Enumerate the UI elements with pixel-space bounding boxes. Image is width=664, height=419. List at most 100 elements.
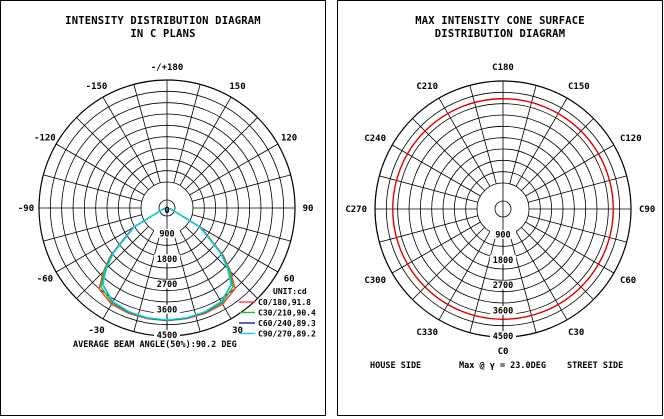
grid-spoke (133, 84, 161, 183)
legend-entry: C60/240,89.3 (258, 319, 316, 328)
grid-spoke (391, 221, 481, 274)
radial-tick-label: 4500 (493, 332, 513, 342)
grid-spoke (509, 234, 537, 333)
grid-spoke (412, 227, 485, 300)
radial-label-bg (490, 280, 516, 290)
radial-tick-label: 900 (159, 230, 174, 240)
grid-spoke (525, 144, 615, 197)
grid-spoke (528, 215, 627, 243)
grid-spoke (515, 231, 568, 321)
radial-label-bg (154, 254, 180, 264)
beam-angle-note: AVERAGE BEAM ANGLE(50%):90.2 DEG (73, 340, 237, 350)
c-plane-label: C150 (568, 82, 590, 92)
grid-spoke (102, 230, 155, 320)
center-marker (494, 200, 512, 218)
radial-tick-label: 3600 (157, 306, 177, 316)
grid-spoke (179, 96, 232, 186)
cone-surface-panel: MAX INTENSITY CONE SURFACE DISTRIBUTION … (337, 0, 663, 416)
c-plane-label: C0 (498, 347, 509, 357)
radial-tick-label: 1800 (493, 256, 513, 266)
right-title-line1: MAX INTENSITY CONE SURFACE (415, 15, 585, 27)
c-plane-label: C90 (639, 205, 655, 215)
radial-label-bg (154, 304, 180, 314)
grid-spoke (509, 85, 537, 184)
grid-spoke (43, 174, 142, 202)
max-intensity-cone-curve (392, 98, 614, 320)
radial-tick-label: 1800 (157, 255, 177, 265)
max-gamma-label: Max @ γ = 23.0DEG (459, 361, 546, 371)
grid-spoke (469, 85, 497, 184)
c-plane-label: C240 (364, 134, 386, 144)
radial-label-bg (154, 279, 180, 289)
angle-label: -30 (88, 326, 104, 336)
legend-unit: UNIT:cd (273, 287, 307, 296)
c-plane-label: C120 (620, 134, 642, 144)
radial-tick-label: 2700 (157, 280, 177, 290)
angle-label: 120 (281, 134, 297, 144)
house-side-label: HOUSE SIDE (370, 361, 422, 371)
grid-spoke (521, 227, 594, 300)
intensity-distribution-panel: INTENSITY DISTRIBUTION DIAGRAM IN C PLAN… (0, 0, 326, 416)
c-plane-label: C30 (568, 328, 584, 338)
radial-label-bg (490, 229, 516, 239)
street-side-label: STREET SIDE (567, 361, 624, 371)
c-plane-label: C270 (345, 205, 367, 215)
c-plane-label: C60 (620, 276, 636, 286)
grid-spoke (469, 234, 497, 333)
grid-spoke (189, 143, 279, 196)
radial-label-bg (490, 331, 516, 341)
grid-spoke (76, 226, 149, 299)
c-plane-label: C210 (416, 82, 438, 92)
legend-entry: C30/210,90.4 (258, 309, 316, 318)
angle-label: -60 (37, 275, 53, 285)
angle-label: -/+180 (151, 63, 184, 73)
grid-spoke (379, 175, 478, 203)
c-plane-label: C180 (492, 63, 514, 73)
grid-spoke (438, 97, 491, 187)
angle-label: 0 (164, 206, 169, 216)
angle-label: 30 (232, 326, 243, 336)
legend-entry: C90/270,89.2 (258, 330, 316, 339)
angle-label: 90 (303, 204, 314, 214)
radial-label-bg (490, 255, 516, 265)
angle-label: 60 (284, 275, 295, 285)
right-title-line2: DISTRIBUTION DIAGRAM (434, 28, 566, 40)
radial-label-bg (154, 228, 180, 238)
grid-spoke (185, 226, 258, 299)
grid-spoke (192, 214, 291, 242)
grid-spoke (185, 117, 258, 190)
grid-spoke (528, 175, 627, 203)
grid-spoke (525, 221, 615, 274)
left-title-line1: INTENSITY DISTRIBUTION DIAGRAM (65, 15, 261, 27)
angle-label: 150 (229, 82, 245, 92)
angle-label: -120 (34, 134, 56, 144)
grid-spoke (391, 144, 481, 197)
left-title-line2: IN C PLANS (130, 28, 196, 40)
grid-spoke (76, 117, 149, 190)
angle-label: -90 (18, 204, 34, 214)
intensity-curve (102, 207, 232, 321)
grid-spoke (55, 220, 145, 273)
radial-tick-label: 900 (495, 231, 510, 241)
center-marker (158, 199, 176, 217)
grid-spoke (379, 215, 478, 243)
radial-tick-label: 3600 (493, 307, 513, 317)
grid-spoke (412, 118, 485, 191)
grid-spoke (521, 118, 594, 191)
grid-spoke (179, 230, 232, 320)
grid-spoke (438, 231, 491, 321)
radial-tick-label: 2700 (493, 281, 513, 291)
radial-label-bg (154, 330, 180, 340)
polar-cone-chart: 900 1800 2700 3600 4500 C180 C150 C210 C120 C240 C… (345, 63, 655, 357)
angle-label: -150 (86, 82, 108, 92)
legend-entry: C0/180,91.8 (258, 298, 311, 307)
polar-intensity-chart: 9001800270036004500-/+180150-150120-1209… (18, 63, 316, 341)
radial-label-bg (490, 305, 516, 315)
grid-spoke (102, 96, 155, 186)
grid-spoke (43, 214, 142, 242)
grid-spoke (55, 143, 145, 196)
grid-spoke (192, 174, 291, 202)
grid-spoke (173, 84, 201, 183)
grid-spoke (189, 220, 279, 273)
c-plane-label: C330 (416, 328, 438, 338)
